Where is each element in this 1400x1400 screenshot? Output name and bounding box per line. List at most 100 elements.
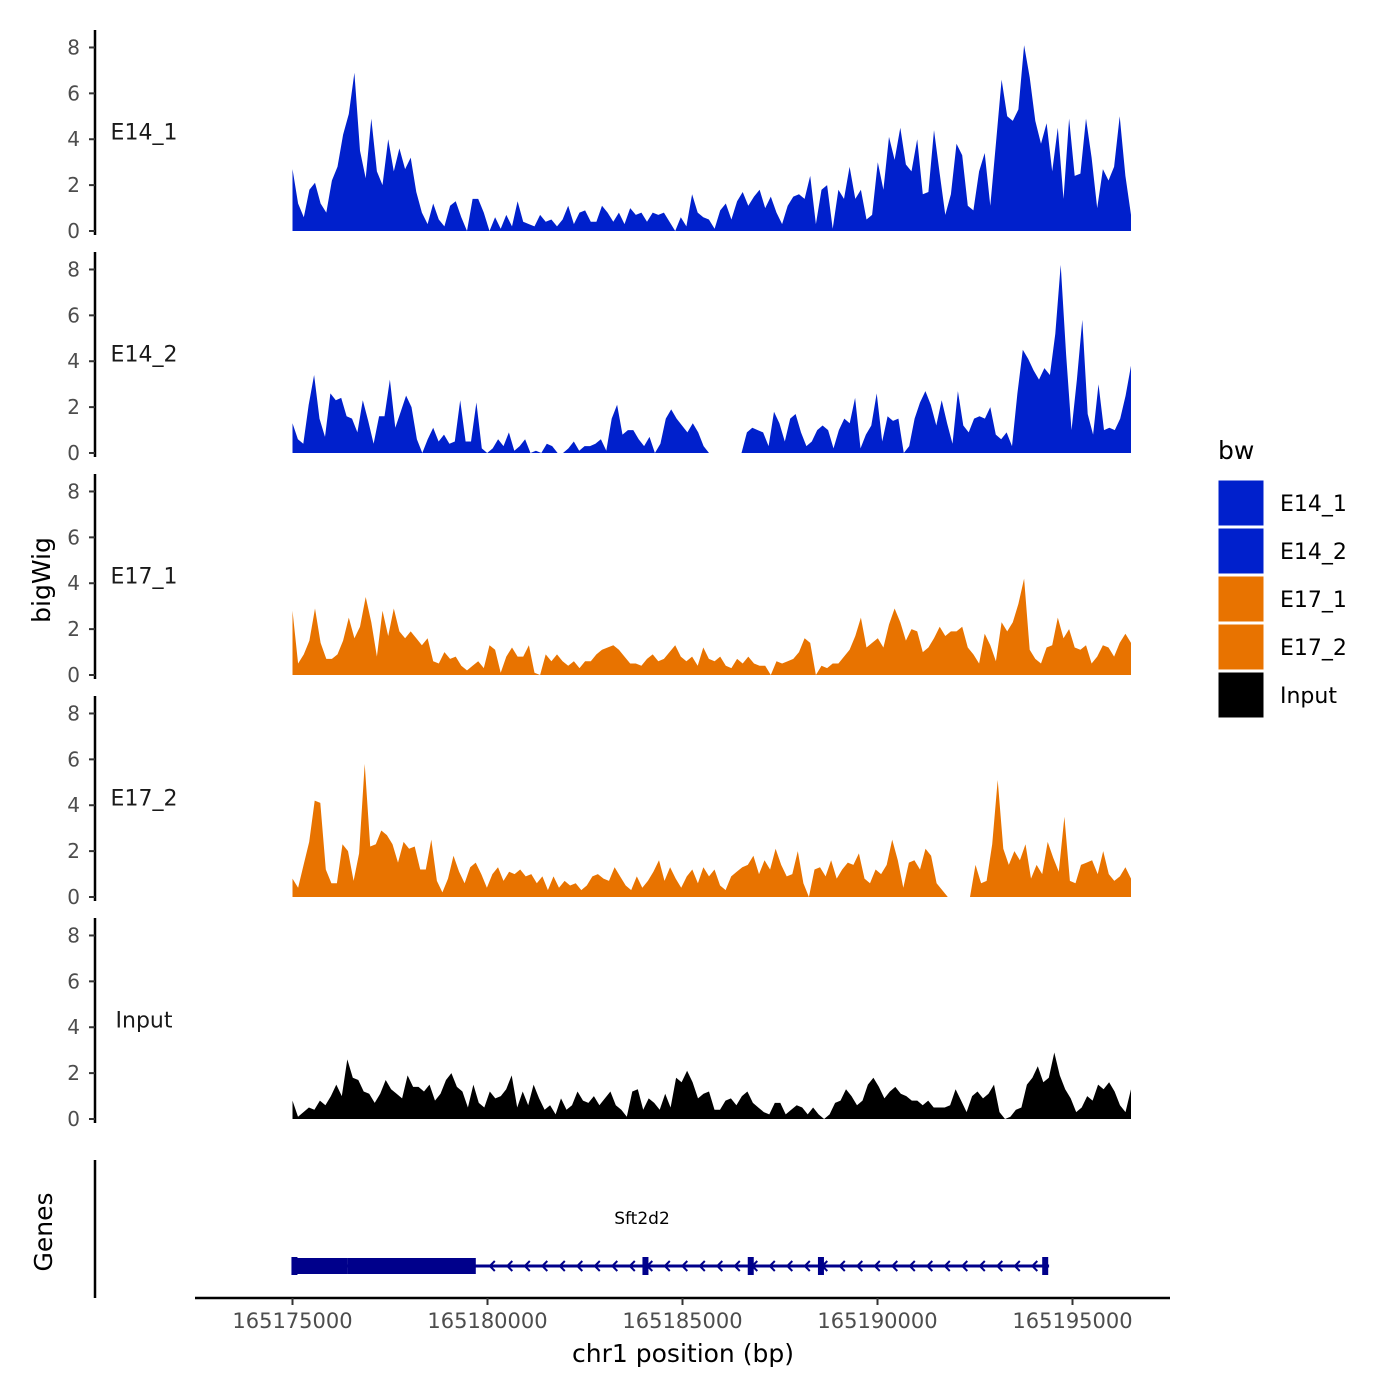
gene-exon [1042, 1257, 1049, 1275]
strand-arrow [855, 1260, 864, 1272]
strand-arrow [680, 1260, 689, 1272]
y-tick-label: 4 [67, 1015, 80, 1039]
legend-swatch [1217, 527, 1265, 575]
gene-exon [291, 1257, 298, 1275]
legend-swatch [1217, 479, 1265, 527]
strand-arrow [505, 1260, 514, 1272]
gene-exon [747, 1257, 754, 1275]
strand-arrow [628, 1260, 636, 1272]
y-tick-label: 6 [67, 969, 80, 993]
legend-entry: E17_1 [1217, 575, 1347, 623]
strand-arrow [540, 1260, 549, 1272]
strand-arrow [873, 1260, 881, 1272]
legend-label: E17_2 [1280, 636, 1347, 661]
track-label: E14_2 [111, 343, 178, 368]
y-tick-label: 2 [67, 617, 80, 641]
x-tick-label: 165180000 [427, 1309, 547, 1333]
y-tick-label: 2 [67, 839, 80, 863]
y-tick-label: 8 [67, 923, 80, 947]
y-tick-label: 4 [67, 127, 80, 151]
strand-arrow [820, 1260, 829, 1272]
legend-entry: E14_2 [1217, 527, 1347, 575]
strand-arrow [908, 1260, 916, 1272]
y-tick-label: 8 [67, 257, 80, 281]
x-tick-label: 165185000 [622, 1309, 742, 1333]
y-tick-label: 2 [67, 1061, 80, 1085]
legend-swatch [1217, 671, 1265, 719]
strand-arrow [943, 1260, 951, 1272]
strand-arrow [488, 1260, 496, 1272]
strand-arrow [750, 1260, 759, 1272]
strand-arrow [593, 1260, 601, 1272]
y-tick-label: 4 [67, 571, 80, 595]
track-E14_1: 0 2 4 6 8 E14_1 [67, 30, 1131, 243]
strand-arrow [1013, 1260, 1021, 1272]
legend: bw E14_1 E14_2 E17_1 E17_2 Input [1217, 436, 1347, 719]
strand-arrow [523, 1260, 531, 1272]
y-tick-label: 0 [67, 1107, 80, 1131]
x-tick-label: 165195000 [1012, 1309, 1132, 1333]
x-tick-label: 165190000 [817, 1309, 937, 1333]
y-tick-label: 8 [67, 479, 80, 503]
strand-arrow [768, 1260, 776, 1272]
strand-arrow [960, 1260, 969, 1272]
y-axis-title: bigWig [27, 537, 56, 623]
track-Input: 0 2 4 6 8 Input [67, 918, 1131, 1131]
strand-arrow [733, 1260, 741, 1272]
strand-arrow [698, 1260, 706, 1272]
y-tick-label: 0 [67, 663, 80, 687]
strand-arrow [925, 1260, 934, 1272]
y-tick-label: 2 [67, 395, 80, 419]
strand-arrow [645, 1260, 654, 1272]
strand-arrow [1030, 1260, 1039, 1272]
x-tick-label: 165175000 [232, 1309, 352, 1333]
legend-swatch [1217, 623, 1265, 671]
legend-title: bw [1218, 436, 1254, 465]
legend-swatch [1217, 575, 1265, 623]
y-tick-label: 0 [67, 441, 80, 465]
y-tick-label: 8 [67, 701, 80, 725]
legend-label: E14_1 [1280, 492, 1347, 517]
y-tick-label: 6 [67, 747, 80, 771]
track-label: E17_1 [111, 565, 178, 590]
legend-entry: E14_1 [1217, 479, 1347, 527]
y-tick-label: 6 [67, 303, 80, 327]
y-tick-label: 4 [67, 793, 80, 817]
gene-Sft2d2: Sft2d2 [291, 1209, 1050, 1275]
strand-arrow [610, 1260, 619, 1272]
coverage-area [292, 578, 1131, 675]
track-E17_1: 0 2 4 6 8 E17_1 [67, 474, 1131, 687]
strand-arrow [785, 1260, 794, 1272]
gene-utr-region [292, 1258, 348, 1274]
strand-arrow [890, 1260, 899, 1272]
genes-panel: Sft2d2 [93, 1160, 1050, 1298]
legend-label: Input [1280, 684, 1337, 709]
strand-arrow [803, 1260, 811, 1272]
y-tick-label: 0 [67, 219, 80, 243]
legend-entry: E17_2 [1217, 623, 1347, 671]
genes-axis-title: Genes [29, 1192, 58, 1271]
gene-exon [642, 1257, 649, 1275]
strand-arrow [663, 1260, 671, 1272]
y-tick-label: 0 [67, 885, 80, 909]
gene-thick-region [347, 1258, 476, 1274]
track-E17_2: 0 2 4 6 8 E17_2 [67, 696, 1131, 909]
coverage-area [292, 264, 1131, 453]
track-label: E17_2 [111, 787, 178, 812]
strand-arrow [715, 1260, 724, 1272]
legend-entry: Input [1217, 671, 1337, 719]
strand-arrow [995, 1260, 1004, 1272]
x-axis-title: chr1 position (bp) [572, 1339, 794, 1368]
track-E14_2: 0 2 4 6 8 E14_2 [67, 252, 1131, 465]
y-tick-label: 4 [67, 349, 80, 373]
strand-arrow [838, 1260, 846, 1272]
coverage-area [292, 45, 1131, 232]
track-label: Input [116, 1009, 173, 1034]
legend-label: E17_1 [1280, 588, 1347, 613]
gene-label: Sft2d2 [614, 1209, 670, 1229]
legend-label: E14_2 [1280, 540, 1347, 565]
x-axis: 165175000 165180000 165185000 165190000 1651… [195, 1296, 1170, 1333]
strand-arrow [558, 1260, 566, 1272]
coverage-area [292, 1052, 1131, 1119]
